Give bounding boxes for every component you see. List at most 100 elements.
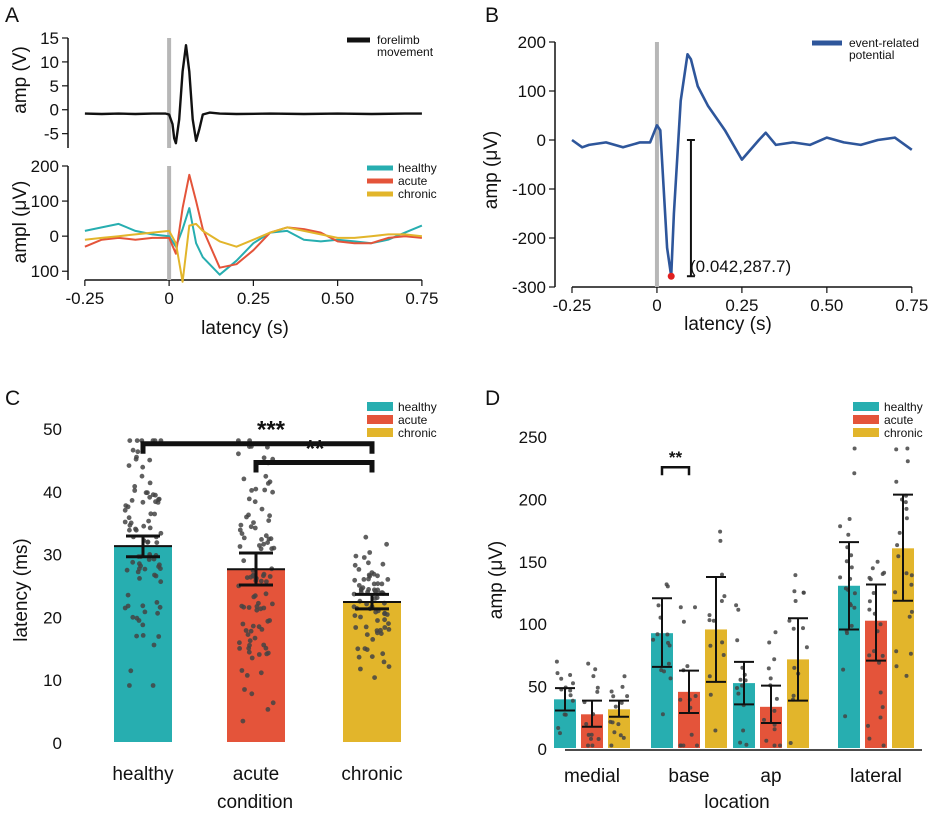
c-y-tick-label: 40: [43, 483, 62, 502]
data-point: [248, 638, 253, 643]
data-point: [382, 625, 387, 630]
d-legend-healthy: healthy: [884, 400, 923, 414]
data-point: [137, 576, 142, 581]
y-tick-label: 100: [31, 262, 59, 281]
data-point: [241, 605, 246, 610]
data-point: [362, 577, 367, 582]
y-tick-label: -200: [512, 229, 546, 248]
data-point: [147, 458, 152, 463]
data-point: [268, 479, 273, 484]
data-point: [896, 554, 900, 558]
y-tick-label: 15: [40, 29, 59, 48]
data-point: [778, 744, 782, 748]
b-xlabel: latency (s): [684, 314, 772, 335]
data-point: [257, 543, 262, 548]
data-point: [868, 599, 872, 603]
data-point: [619, 733, 623, 737]
data-point: [365, 647, 370, 652]
panel-letter-a: A: [5, 4, 19, 27]
data-point: [271, 700, 276, 705]
data-point: [568, 689, 572, 693]
data-point: [387, 627, 392, 632]
data-point: [610, 690, 614, 694]
data-point: [380, 651, 385, 656]
data-point: [135, 438, 140, 443]
data-point: [264, 591, 269, 596]
data-point: [261, 542, 266, 547]
data-point: [801, 626, 805, 630]
d-legend-chronic-swatch: [853, 428, 879, 437]
data-point: [385, 612, 390, 617]
data-point: [587, 733, 591, 737]
panel-c-chart: latency (ms) condition healthy acute chr…: [11, 400, 437, 813]
d-legend: healthy acute chronic: [853, 400, 923, 440]
data-point: [257, 624, 262, 629]
data-point: [774, 630, 778, 634]
data-point: [242, 687, 247, 692]
data-point: [659, 668, 663, 672]
data-point: [622, 736, 626, 740]
data-point: [881, 572, 885, 576]
data-point: [241, 719, 246, 724]
data-point: [651, 638, 655, 642]
data-point: [382, 660, 387, 665]
data-point: [669, 676, 673, 680]
data-point: [247, 643, 252, 648]
x-tick-label: 0.25: [237, 289, 270, 308]
data-point: [127, 515, 132, 520]
a-bottom-xlabel: latency (s): [201, 318, 289, 339]
data-point: [384, 542, 389, 547]
data-point: [352, 578, 357, 583]
data-point: [253, 526, 258, 531]
data-point: [259, 670, 264, 675]
data-point: [845, 631, 849, 635]
data-point: [736, 608, 740, 612]
d-y-tick-label: 150: [519, 553, 547, 572]
data-point: [250, 656, 255, 661]
data-point: [363, 535, 368, 540]
data-point: [125, 568, 130, 573]
data-point: [805, 645, 809, 649]
data-point: [261, 606, 266, 611]
data-point: [895, 664, 899, 668]
data-point: [128, 668, 133, 673]
data-point: [595, 690, 599, 694]
data-point: [355, 646, 360, 651]
data-point: [556, 726, 560, 730]
data-point: [362, 555, 367, 560]
x-tick-label: 0: [164, 289, 173, 308]
data-point: [141, 500, 146, 505]
data-point: [708, 613, 712, 617]
a-bottom-ylabel: ampl (μV): [10, 181, 31, 264]
series-line-forelimb-movement: [85, 45, 422, 143]
data-point: [247, 650, 252, 655]
data-point: [144, 490, 149, 495]
data-point: [264, 652, 269, 657]
data-point: [249, 488, 254, 493]
data-point: [242, 477, 247, 482]
data-point: [123, 520, 128, 525]
y-tick-label: -5: [44, 125, 59, 144]
data-point: [353, 625, 358, 630]
data-point: [247, 605, 252, 610]
data-point: [666, 641, 670, 645]
c-x-tick-label: chronic: [341, 764, 402, 785]
data-point: [236, 451, 241, 456]
data-point: [130, 615, 135, 620]
data-point: [906, 459, 910, 463]
data-point: [358, 615, 363, 620]
data-point: [251, 624, 256, 629]
data-point: [126, 504, 131, 509]
data-point: [134, 528, 139, 533]
data-point: [246, 632, 251, 637]
data-point: [158, 579, 163, 584]
data-point: [257, 652, 262, 657]
data-point: [375, 618, 380, 623]
data-point: [265, 619, 270, 624]
data-point: [792, 627, 796, 631]
c-x-tick-label: acute: [233, 764, 279, 785]
data-point: [589, 737, 593, 741]
data-point: [609, 744, 613, 748]
data-point: [794, 599, 798, 603]
data-point: [882, 744, 886, 748]
